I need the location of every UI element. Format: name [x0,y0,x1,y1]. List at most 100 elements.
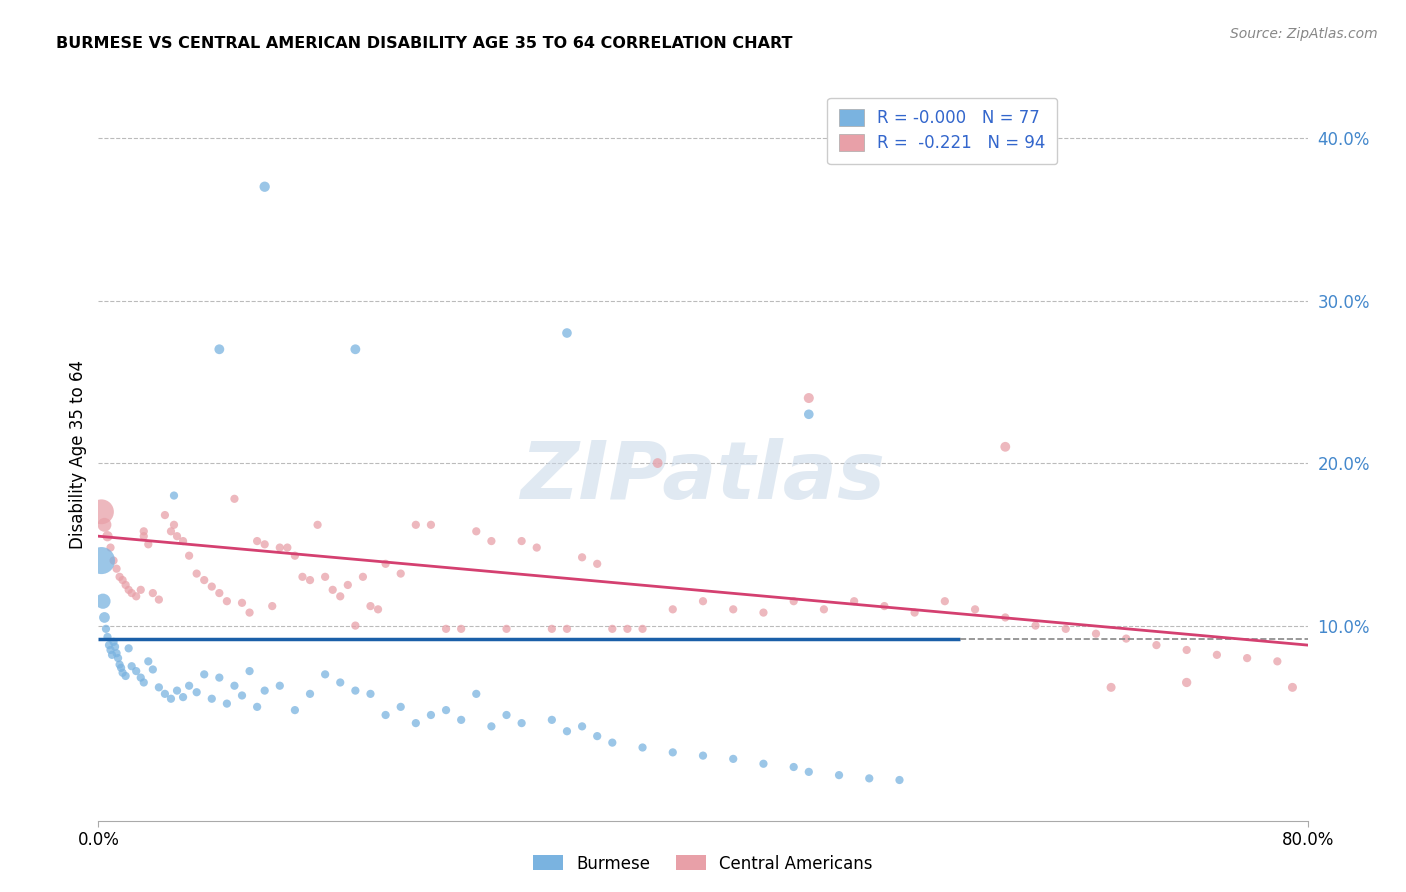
Point [125,664,148,678]
Point [420,708,443,723]
Point [172,690,194,705]
Point [163,517,186,532]
Point [555,724,578,739]
Point [262,599,284,613]
Text: Source: ZipAtlas.com: Source: ZipAtlas.com [1230,27,1378,41]
Point [201,580,224,594]
Point [179,679,201,693]
Point [783,594,806,608]
Point [239,664,262,678]
Point [163,489,186,503]
Point [186,685,208,699]
Point [571,550,593,565]
Point [360,599,382,613]
Point [540,622,562,636]
Point [136,654,159,668]
Point [246,699,269,714]
Point [602,736,624,750]
Point [1054,622,1077,636]
Point [193,667,215,681]
Point [367,602,389,616]
Point [813,602,835,616]
Point [322,582,344,597]
Point [692,748,714,763]
Point [314,570,336,584]
Point [129,582,152,597]
Point [253,179,276,194]
Point [752,606,775,620]
Point [118,641,141,656]
Point [94,622,117,636]
Point [208,343,231,357]
Point [118,582,141,597]
Point [1115,632,1137,646]
Point [98,638,121,652]
Point [329,675,352,690]
Point [111,573,134,587]
Point [586,729,609,743]
Point [142,586,165,600]
Point [90,553,112,567]
Point [129,671,152,685]
Point [201,691,224,706]
Point [1267,654,1289,668]
Legend: R = -0.000   N = 77, R =  -0.221   N = 94: R = -0.000 N = 77, R = -0.221 N = 94 [827,97,1057,164]
Point [269,541,291,555]
Point [555,326,578,340]
Point [231,689,253,703]
Point [239,606,262,620]
Point [104,640,127,654]
Point [284,703,307,717]
Point [1144,638,1167,652]
Point [994,440,1017,454]
Point [208,586,231,600]
Point [1175,643,1198,657]
Point [110,661,132,675]
Point [246,534,269,549]
Point [125,590,148,604]
Text: ZIPatlas: ZIPatlas [520,438,886,516]
Point [1099,681,1122,695]
Point [723,752,745,766]
Point [93,610,115,624]
Point [299,687,322,701]
Point [136,537,159,551]
Point [360,687,382,701]
Point [108,657,131,672]
Point [616,622,638,636]
Point [224,491,246,506]
Point [96,630,118,644]
Point [1175,675,1198,690]
Point [314,667,336,681]
Point [465,687,488,701]
Point [108,570,131,584]
Point [142,663,165,677]
Point [224,679,246,693]
Point [405,716,427,731]
Point [797,391,820,405]
Point [1236,651,1258,665]
Point [344,683,367,698]
Point [160,691,183,706]
Point [752,756,775,771]
Point [555,622,578,636]
Point [121,586,143,600]
Point [215,697,238,711]
Legend: Burmese, Central Americans: Burmese, Central Americans [527,848,879,880]
Point [586,557,609,571]
Point [103,635,125,649]
Point [844,594,866,608]
Point [336,578,359,592]
Point [873,599,896,613]
Point [495,708,517,723]
Point [434,622,457,636]
Point [231,596,253,610]
Point [329,590,352,604]
Y-axis label: Disability Age 35 to 64: Disability Age 35 to 64 [69,360,87,549]
Point [904,606,927,620]
Point [114,669,136,683]
Point [114,578,136,592]
Point [284,549,307,563]
Point [1024,618,1046,632]
Point [153,508,176,522]
